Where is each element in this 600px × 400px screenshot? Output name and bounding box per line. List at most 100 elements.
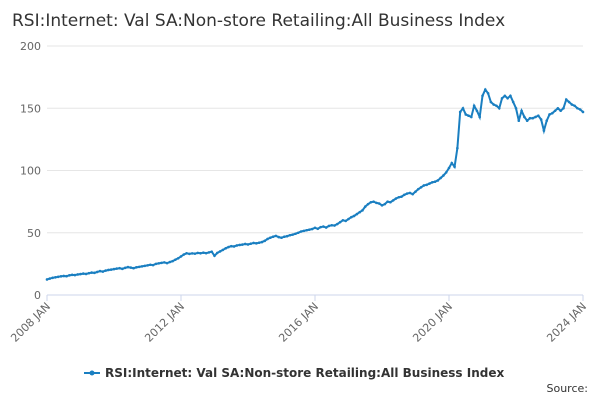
data-point	[573, 104, 576, 108]
data-point	[444, 171, 448, 174]
data-point	[54, 276, 57, 279]
data-point	[517, 119, 521, 122]
data-point	[509, 94, 512, 98]
data-point	[545, 119, 549, 122]
data-point	[514, 106, 518, 110]
data-point	[160, 261, 163, 265]
data-point	[528, 116, 532, 120]
data-point	[280, 236, 283, 240]
data-point	[241, 243, 244, 246]
y-tick-label: 50	[27, 227, 41, 240]
data-point	[260, 240, 264, 244]
y-tick-label: 200	[20, 40, 41, 53]
data-point	[310, 227, 314, 231]
data-point	[564, 98, 568, 101]
data-point	[492, 103, 495, 106]
data-point	[562, 106, 565, 110]
data-point	[269, 236, 272, 240]
data-point	[294, 232, 297, 236]
data-point	[394, 197, 398, 200]
data-point	[403, 193, 406, 197]
data-point	[285, 234, 289, 238]
data-point	[84, 272, 88, 276]
data-point	[433, 180, 437, 184]
data-point	[456, 146, 459, 150]
data-point	[107, 268, 110, 272]
data-point	[65, 274, 68, 278]
data-point	[439, 176, 442, 180]
data-point	[559, 109, 562, 113]
data-point	[369, 200, 373, 204]
data-point	[202, 251, 205, 254]
data-point	[176, 256, 180, 260]
data-point	[400, 195, 403, 198]
data-point	[252, 241, 255, 245]
data-point	[274, 234, 278, 238]
data-point	[495, 104, 498, 108]
data-point	[277, 235, 281, 239]
data-point	[397, 195, 401, 199]
data-point	[51, 276, 54, 280]
data-point	[112, 267, 116, 271]
data-point	[73, 273, 77, 277]
data-point	[570, 103, 574, 106]
data-point	[95, 270, 99, 274]
data-point	[56, 275, 60, 279]
data-point	[458, 110, 462, 114]
data-point	[98, 269, 102, 273]
y-tick-label: 150	[20, 102, 41, 115]
data-point	[157, 262, 160, 265]
data-point	[408, 191, 412, 195]
data-point	[104, 269, 107, 272]
data-point	[101, 270, 105, 273]
data-point	[79, 272, 82, 276]
data-point	[266, 237, 269, 241]
data-point	[299, 230, 303, 233]
data-point	[288, 233, 292, 237]
data-point	[344, 219, 348, 223]
data-point	[302, 229, 306, 233]
data-point	[185, 251, 188, 255]
data-point	[405, 192, 409, 195]
data-point	[467, 114, 470, 118]
x-tick-label: 2016 JAN	[276, 300, 321, 345]
data-point	[475, 109, 479, 113]
data-point	[109, 268, 113, 271]
data-point	[263, 239, 267, 243]
data-point	[525, 119, 529, 122]
data-point	[428, 182, 431, 185]
data-point	[534, 115, 537, 119]
data-point	[123, 266, 127, 270]
data-point	[224, 247, 227, 250]
data-point	[93, 271, 96, 275]
source-label: Source:	[547, 382, 589, 395]
data-point	[143, 264, 147, 268]
data-point	[179, 255, 183, 258]
data-point	[352, 214, 356, 218]
data-point	[503, 94, 507, 98]
data-point	[59, 275, 63, 278]
y-tick-label: 0	[34, 289, 41, 302]
data-point	[151, 263, 155, 267]
x-tick-label: 2024 JAN	[544, 300, 589, 345]
data-point	[282, 235, 286, 239]
data-point	[76, 273, 80, 276]
data-point	[489, 100, 493, 104]
data-point	[255, 242, 258, 245]
data-point	[62, 274, 66, 278]
data-point	[132, 266, 135, 270]
data-point	[481, 94, 484, 98]
data-point	[461, 106, 465, 110]
data-point	[330, 223, 334, 227]
data-point	[576, 106, 579, 110]
data-point	[363, 205, 367, 208]
data-point	[210, 250, 214, 253]
data-point	[483, 88, 487, 91]
data-point	[296, 231, 300, 235]
data-point	[347, 217, 350, 221]
data-point	[243, 242, 247, 246]
data-point	[121, 267, 124, 271]
legend-marker	[89, 370, 95, 376]
data-point	[453, 165, 456, 169]
data-point	[419, 186, 423, 189]
